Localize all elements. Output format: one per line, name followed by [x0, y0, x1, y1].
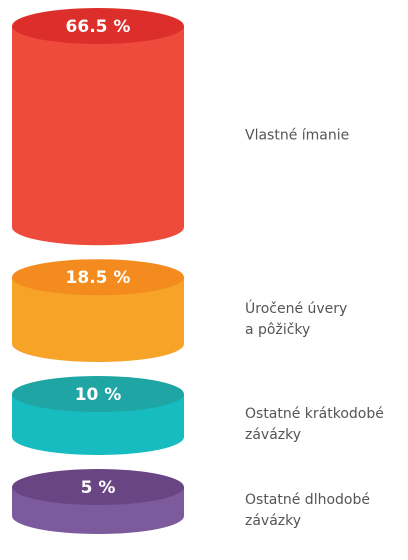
value-label: 18.5 % [66, 268, 131, 288]
value-label: 66.5 % [66, 17, 131, 37]
category-label: Vlastné ímanie [245, 127, 350, 144]
cylinder-top [12, 469, 184, 505]
cylinder-top [12, 259, 184, 296]
cylinder-body [12, 26, 184, 246]
category-label: Ostatné krátkodobé závázky [245, 405, 384, 443]
cylinder-body [12, 277, 184, 362]
cylinder-top [12, 376, 184, 412]
value-label: 5 % [81, 478, 116, 498]
cylinder-top [12, 8, 184, 44]
category-label: Ostatné dlhodobé závázky [245, 491, 370, 529]
category-label: Úročené úvery a pôžičky [245, 300, 348, 338]
value-label: 10 % [75, 385, 122, 405]
